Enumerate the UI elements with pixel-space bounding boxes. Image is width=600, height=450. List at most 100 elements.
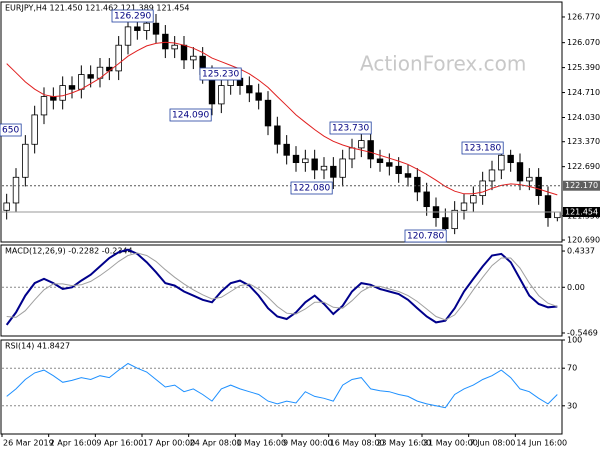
candle-body	[386, 162, 393, 167]
candle-body	[395, 165, 402, 175]
annotation: 124.090	[169, 108, 212, 122]
annotation-text: 126.290	[114, 12, 151, 22]
candle-body	[423, 191, 430, 208]
candle-body	[367, 140, 374, 160]
x-tick-label: 26 Mar 2019	[3, 439, 54, 448]
candle-body	[330, 165, 337, 178]
candle-body	[218, 85, 225, 105]
candle-body	[87, 74, 94, 79]
annotation: 123.180	[461, 141, 504, 155]
x-tick-label: 2 Apr 16:00	[50, 439, 97, 448]
candle-body	[488, 169, 496, 182]
candle-body	[180, 44, 188, 61]
x-tick-label: 9 May 00:00	[283, 439, 333, 448]
y-tick-label: 126.770	[567, 12, 600, 21]
annotation: 650	[0, 123, 22, 137]
annotation-text: 123.180	[464, 144, 501, 154]
candle-body	[339, 158, 346, 178]
x-tick-label: 14 Jun 16:00	[516, 439, 567, 448]
candle-body	[124, 26, 132, 46]
x-tick-label: 7 Jun 08:00	[470, 439, 516, 448]
y-tick-label: 122.690	[567, 162, 600, 171]
y-tick-label: 126.070	[567, 38, 600, 47]
candle-body	[292, 154, 300, 164]
candle-body	[50, 96, 57, 101]
annotation-text: 122.080	[293, 184, 330, 194]
candle-body	[526, 176, 533, 182]
price-box	[563, 206, 600, 217]
candle-body	[134, 26, 141, 31]
x-tick-label: 9 Apr 16:00	[96, 439, 143, 448]
price-label: 122.170	[565, 181, 598, 190]
candle-body	[3, 202, 10, 211]
x-tick-label: 1 May 16:00	[236, 439, 286, 448]
annotation-box	[199, 67, 242, 81]
candle-body	[59, 85, 66, 101]
annotation-text: 123.730	[332, 124, 369, 134]
annotation-text: 124.090	[172, 111, 209, 121]
candle-body	[460, 202, 468, 211]
candle-body	[414, 176, 421, 193]
panel-frame	[0, 244, 563, 337]
line	[6, 362, 558, 409]
line	[5, 248, 558, 326]
x-tick-label: 23 May 16:00	[376, 439, 431, 448]
y-tick-label: 100	[567, 336, 582, 345]
annotation: 122.080	[290, 181, 333, 195]
candle-body	[255, 92, 262, 101]
y-tick-label: 0.00	[567, 283, 585, 292]
y-tick-label: 120.690	[567, 236, 600, 245]
candle-body	[320, 165, 328, 171]
annotation-text: 650	[2, 126, 19, 136]
annotation-box	[169, 108, 212, 122]
candle-body	[544, 195, 552, 219]
annotation-box	[0, 123, 22, 137]
candle-body	[302, 158, 309, 164]
candle-body	[404, 173, 412, 178]
panel-title: MACD(12,26,9) -0.2282 -0.2344	[5, 247, 133, 256]
annotation-text: 120.780	[407, 232, 444, 242]
watermark: ActionForex.com	[360, 52, 526, 76]
candle-body	[190, 55, 197, 61]
candle-body	[31, 114, 38, 145]
panel-title: EURJPY,H4 121.450 121.462 121.389 121.45…	[5, 4, 190, 13]
candle-body	[442, 217, 449, 230]
annotation-box	[329, 121, 372, 135]
candle-body	[470, 195, 477, 204]
x-tick-label: 24 Apr 08:00	[190, 439, 242, 448]
candle-body	[171, 44, 178, 50]
candle-body	[516, 162, 524, 182]
annotation-box	[111, 9, 154, 23]
candle-body	[311, 158, 318, 171]
price-box	[563, 180, 600, 191]
x-tick-label: 16 May 08:00	[330, 439, 385, 448]
x-tick-label: 17 Apr 00:00	[143, 439, 195, 448]
y-tick-label: 123.370	[567, 137, 600, 146]
annotation-box	[461, 141, 504, 155]
annotation: 125.230	[199, 67, 242, 81]
annotation-box	[404, 229, 447, 243]
y-tick-label: 125.390	[567, 63, 600, 72]
line	[6, 252, 558, 321]
candle-body	[274, 125, 281, 145]
price-label: 121.454	[565, 207, 598, 216]
candle-body	[498, 154, 505, 171]
candle-body	[348, 147, 356, 160]
panel-frame	[0, 1, 563, 243]
annotation: 123.730	[329, 121, 372, 135]
line	[6, 41, 558, 196]
candle-body	[68, 85, 76, 90]
candle-body	[283, 143, 290, 156]
candle-body	[451, 209, 458, 230]
x-tick-label: 31 May 00:00	[423, 439, 478, 448]
annotation: 120.780	[404, 229, 447, 243]
candle-body	[507, 154, 514, 164]
candle-body	[246, 85, 253, 94]
candle-body	[12, 176, 20, 204]
y-tick-label: 124.710	[567, 88, 600, 97]
y-tick-label: 0.4337	[567, 247, 595, 256]
candle-body	[40, 96, 48, 116]
y-tick-label: -0.5469	[567, 328, 598, 337]
candle-body	[115, 44, 122, 72]
y-tick-label: 124.030	[567, 113, 600, 122]
